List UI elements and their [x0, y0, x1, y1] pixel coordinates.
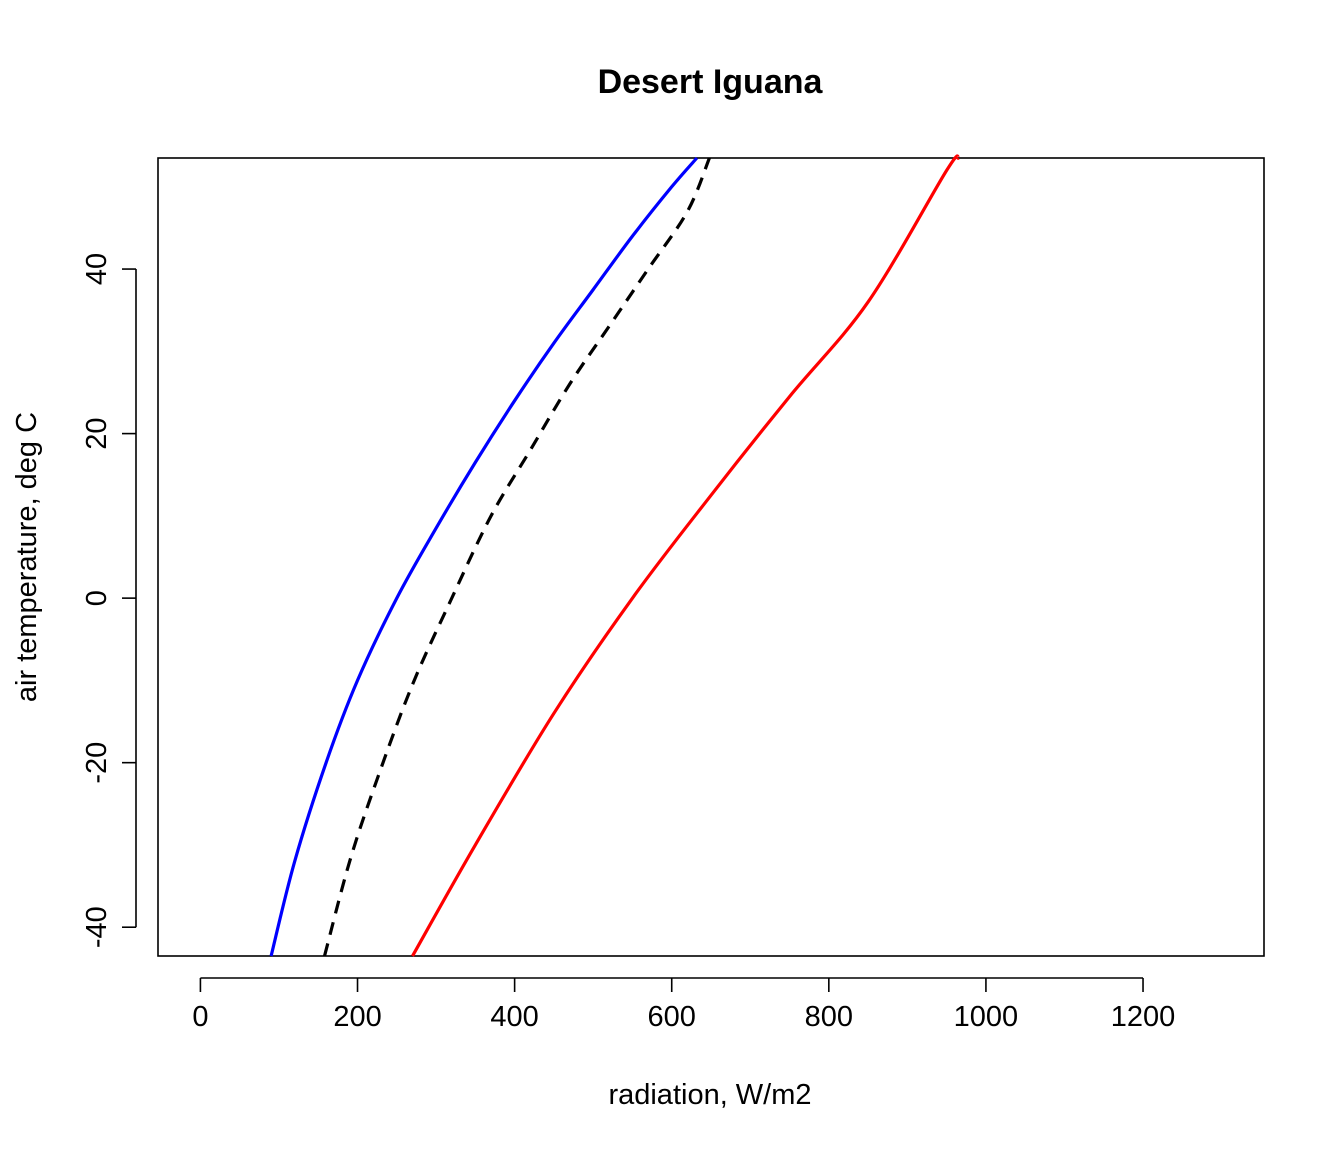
x-axis-label: radiation, W/m2: [608, 1079, 811, 1111]
y-tick-label: -20: [81, 742, 113, 784]
x-tick-label: 0: [192, 1001, 208, 1033]
y-tick-label: 20: [81, 417, 113, 449]
y-tick-label: 40: [81, 253, 113, 285]
series-line-1: [269, 156, 699, 957]
x-tick-label: 400: [490, 1001, 538, 1033]
y-tick-label: -40: [81, 906, 113, 948]
x-tick-label: 1200: [1111, 1001, 1176, 1033]
y-axis: -40 -20 0 20 40: [81, 253, 137, 948]
x-tick-label: 1000: [954, 1001, 1019, 1033]
series-line-3: [411, 154, 960, 957]
y-tick-label: 0: [81, 590, 113, 606]
series-line-2: [322, 157, 711, 957]
x-axis: 0 200 400 600 800 1000 1200: [192, 977, 1176, 1033]
x-tick-label: 200: [333, 1001, 381, 1033]
x-tick-label: 800: [805, 1001, 853, 1033]
y-axis-label: air temperature, deg C: [11, 412, 43, 702]
x-tick-label: 600: [648, 1001, 696, 1033]
chart-title: Desert Iguana: [598, 63, 824, 101]
series-layer: [269, 154, 960, 957]
plot-frame: [157, 157, 1265, 957]
